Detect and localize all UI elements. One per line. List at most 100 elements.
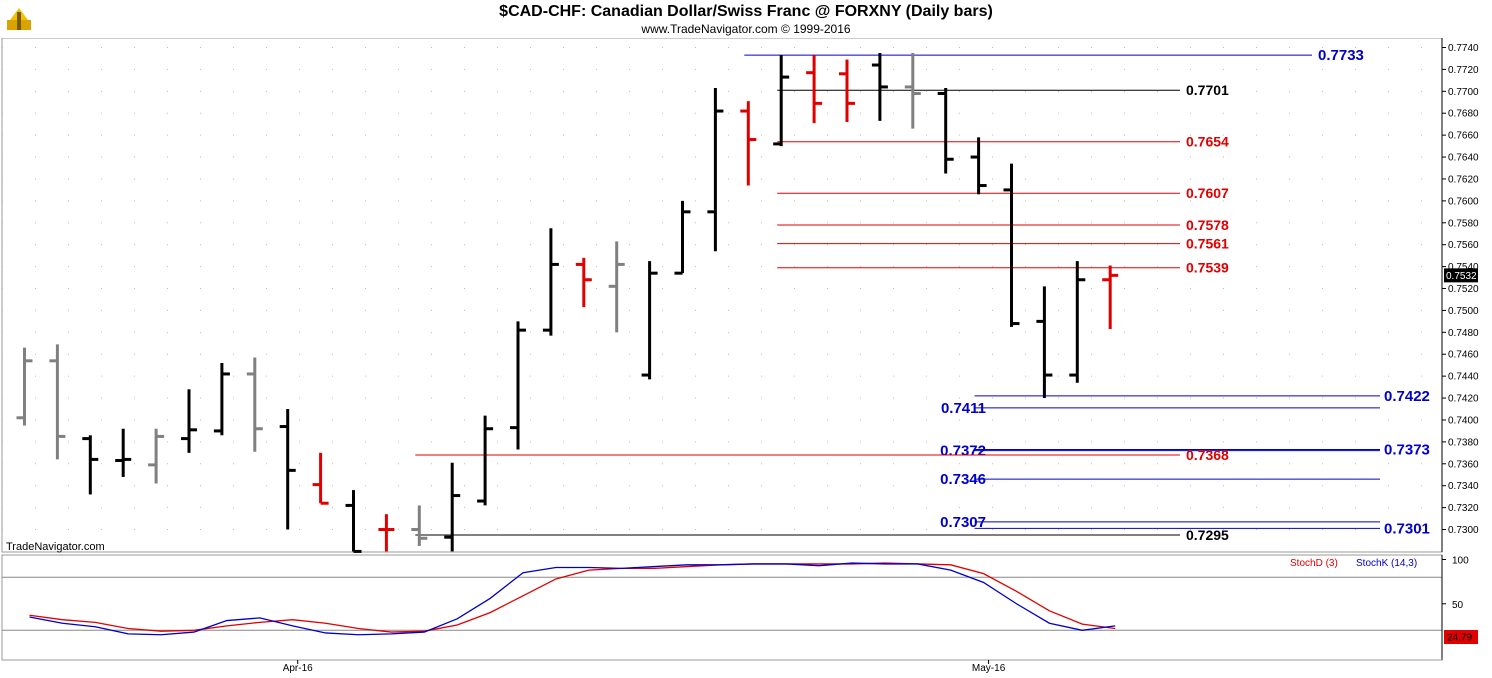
price-tick-label: 0.7660: [1448, 131, 1479, 142]
stoch-last-badge: [1444, 630, 1478, 644]
ohlc-bar: [16, 347, 33, 426]
ohlc-bar: [246, 357, 263, 452]
ohlc-bar: [213, 363, 230, 436]
stoch-tick-label: 50: [1452, 600, 1464, 611]
price-tick-label: 0.7460: [1448, 350, 1479, 361]
price-level-label: 0.7654: [1186, 134, 1229, 150]
price-level-label: 0.7411: [941, 400, 986, 417]
ohlc-bar: [575, 257, 592, 308]
ohlc-bar: [904, 52, 921, 129]
price-tick-label: 0.7300: [1448, 525, 1479, 536]
price-level-label: 0.7307: [940, 514, 986, 531]
price-tick-label: 0.7500: [1448, 306, 1479, 317]
price-tick-label: 0.7640: [1448, 153, 1479, 164]
price-levels: 0.7733 0.7701 0.7654 0.7607 0.7578 0.7561 0.75…: [415, 47, 1430, 543]
price-level-label: 0.7346: [940, 471, 986, 488]
price-tick-label: 0.7540: [1448, 262, 1479, 273]
stoch-plot-frame: [1, 554, 1443, 661]
watermark: TradeNavigator.com: [6, 541, 105, 553]
price-tick-label: 0.7400: [1448, 415, 1479, 426]
price-tick-label: 0.7360: [1448, 459, 1479, 470]
price-tick-label: 0.7560: [1448, 240, 1479, 251]
ohlc-bar: [740, 101, 757, 186]
ohlc-bar: [411, 505, 428, 546]
price-level-label: 0.7578: [1186, 217, 1229, 233]
ohlc-bar: [707, 88, 724, 252]
price-plot-frame: [1, 37, 1443, 553]
stoch-legend: StochD (3) StochK (14,3): [1290, 558, 1417, 569]
price-bars: [16, 52, 1119, 553]
price-tick-label: 0.7600: [1448, 196, 1479, 207]
ohlc-bar: [510, 321, 526, 450]
ohlc-bar: [1036, 286, 1053, 399]
trade-navigator-logo-icon: [7, 8, 31, 30]
ohlc-bar: [1003, 163, 1020, 327]
stoch-legend-k: StochK (14,3): [1356, 558, 1417, 569]
price-level-label: 0.7422: [1384, 388, 1430, 405]
price-tick-label: 0.7680: [1448, 109, 1479, 120]
price-level-label: 0.7372: [940, 443, 986, 460]
ohlc-bar: [148, 428, 165, 484]
ohlc-bar: [1102, 265, 1119, 330]
price-tick-label: 0.7720: [1448, 65, 1479, 76]
ohlc-bar: [279, 409, 296, 530]
price-level-label: 0.7301: [1384, 520, 1430, 537]
price-tick-label: 0.7480: [1448, 328, 1479, 339]
x-axis: Apr-16 May-16: [2, 659, 1442, 674]
ohlc-bar: [312, 452, 329, 505]
price-level-label: 0.7701: [1186, 82, 1229, 98]
stoch-axis: 100 50 24.79: [1441, 555, 1478, 660]
ohlc-bar: [773, 55, 790, 147]
price-panel: 0.7733 0.7701 0.7654 0.7607 0.7578 0.7561 0.75…: [1, 37, 1479, 553]
ohlc-bar: [1069, 261, 1086, 383]
price-level-label: 0.7539: [1186, 260, 1229, 276]
price-level-label: 0.7368: [1186, 447, 1229, 463]
price-tick-label: 0.7420: [1448, 394, 1479, 405]
ohlc-bar: [806, 55, 823, 124]
ohlc-bar: [345, 490, 362, 553]
ohlc-bar: [82, 435, 99, 495]
price-tick-label: 0.7440: [1448, 372, 1479, 383]
price-axis: 0.7300 0.7320 0.7340 0.7360 0.7380 0.7400 0.74…: [1441, 38, 1479, 552]
stoch-last-label: 24.79: [1447, 633, 1472, 644]
ohlc-bar: [674, 200, 691, 275]
ohlc-bar: [115, 428, 132, 477]
ohlc-bar: [937, 88, 954, 174]
price-tick-label: 0.7620: [1448, 174, 1479, 185]
price-level-label: 0.7733: [1318, 47, 1364, 64]
ohlc-bar: [839, 59, 855, 122]
last-price-badge: [1444, 268, 1478, 283]
ohlc-bar: [970, 137, 987, 195]
ohlc-bar: [542, 228, 559, 336]
price-level-label: 0.7373: [1384, 442, 1430, 459]
ohlc-bar: [608, 241, 625, 333]
stoch-panel: 100 50 24.79 StochD (3) StochK (14,3): [1, 554, 1478, 661]
ohlc-bar: [49, 344, 66, 460]
stoch-legend-d: StochD (3): [1290, 558, 1338, 569]
last-price-label: 0.7532: [1446, 271, 1477, 282]
stoch-tick-label: 100: [1452, 556, 1469, 567]
ohlc-bar: [378, 514, 395, 552]
stoch-series-line: [29, 562, 1116, 633]
ohlc-bar: [477, 415, 494, 506]
price-tick-label: 0.7700: [1448, 87, 1479, 98]
price-level-label: 0.7607: [1186, 185, 1229, 201]
price-tick-label: 0.7740: [1448, 43, 1479, 54]
ohlc-bar: [181, 389, 197, 453]
ohlc-bar: [641, 261, 658, 380]
chart-title: $CAD-CHF: Canadian Dollar/Swiss Franc @ …: [499, 3, 993, 20]
stoch-lines: [29, 562, 1116, 636]
price-tick-label: 0.7380: [1448, 437, 1479, 448]
ohlc-bar: [871, 52, 888, 121]
chart-header: $CAD-CHF: Canadian Dollar/Swiss Franc @ …: [0, 0, 1492, 38]
stoch-series-line: [29, 562, 1116, 636]
x-tick-label: Apr-16: [283, 663, 313, 674]
price-tick-label: 0.7580: [1448, 218, 1479, 229]
chart-subtitle: www.TradeNavigator.com © 1999-2016: [641, 22, 851, 36]
x-tick-label: May-16: [972, 663, 1006, 674]
price-level-label: 0.7561: [1186, 236, 1229, 252]
stoch-grid: [2, 576, 1442, 631]
price-tick-label: 0.7520: [1448, 284, 1479, 295]
price-level-label: 0.7295: [1186, 527, 1229, 543]
